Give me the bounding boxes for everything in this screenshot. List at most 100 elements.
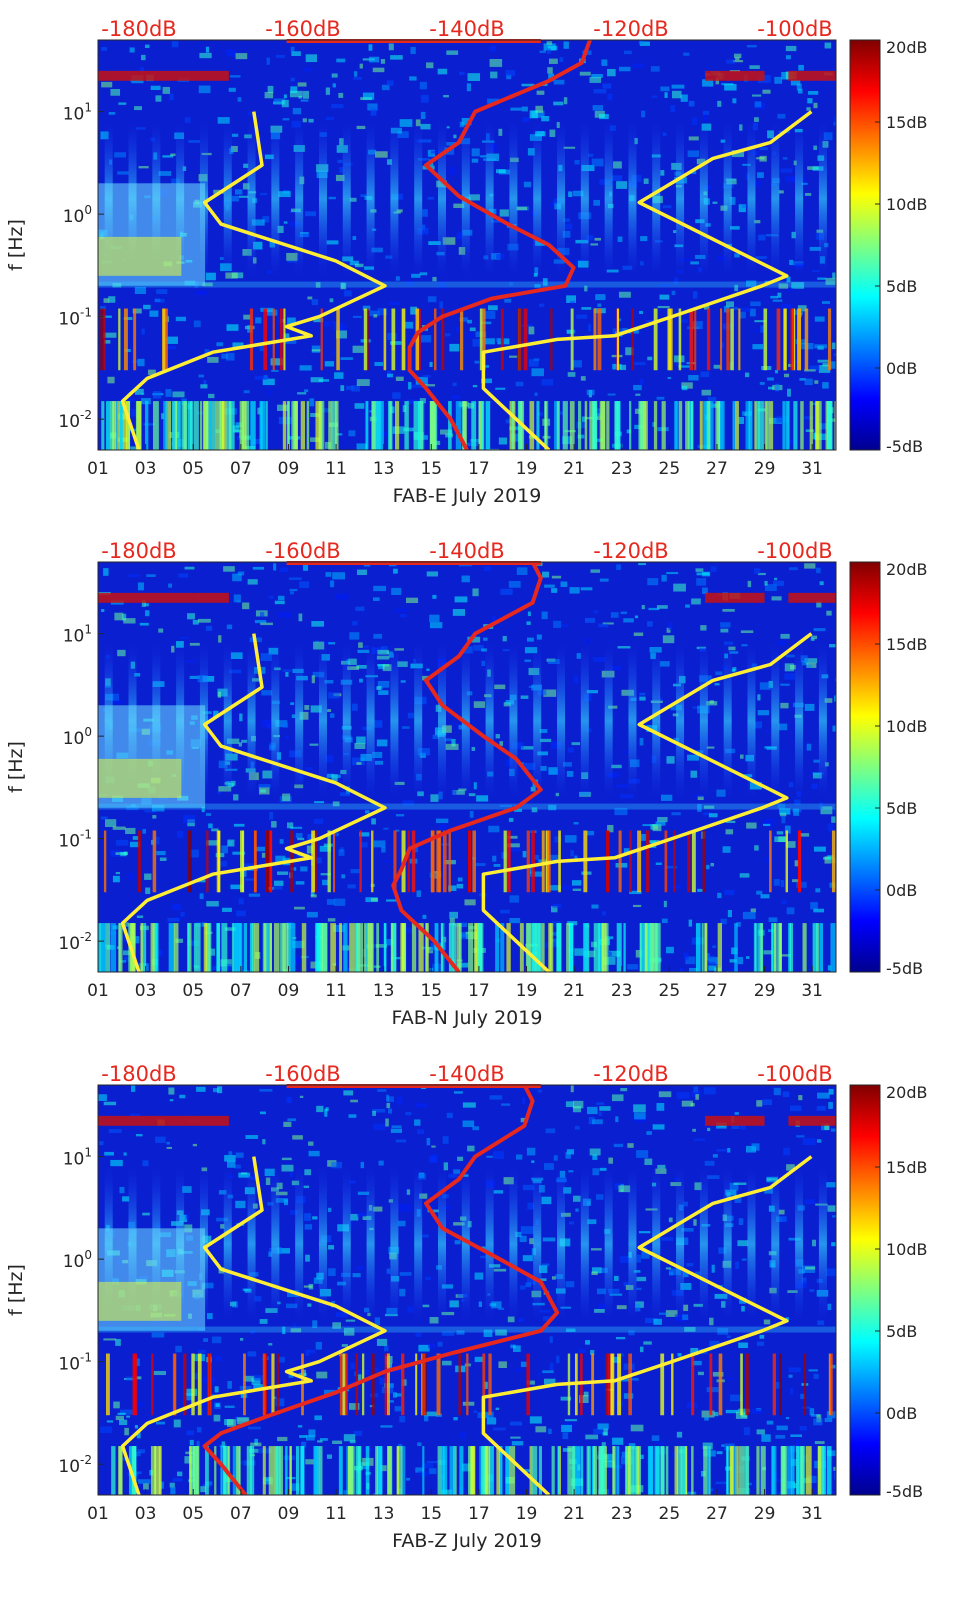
lf-stripe [193,923,197,972]
noise-cell [822,301,830,304]
noise-cell [483,566,491,572]
noise-cell [414,1119,421,1126]
noise-cell [572,1100,584,1109]
noise-cell [136,915,144,919]
noise-cell [549,203,555,207]
noise-cell [712,1154,718,1158]
transient-streak [740,1353,743,1416]
noise-cell [834,353,836,357]
noise-cell [610,1465,623,1469]
noise-cell [271,821,277,828]
lf-stripe [577,401,582,450]
noise-cell [98,1094,107,1101]
noise-cell [242,602,250,610]
noise-cell [437,68,448,75]
noise-cell [619,1379,630,1382]
noise-cell [205,625,213,631]
noise-cell [491,1301,502,1309]
noise-cell [799,378,806,381]
noise-cell [820,971,830,972]
lf-stripe [556,923,562,972]
noise-cell [746,822,757,829]
transient-streak [407,830,411,893]
noise-cell [583,1391,589,1397]
noise-cell [152,391,162,399]
transient-streak [593,308,597,371]
noise-cell [566,1149,575,1155]
noise-cell [639,41,650,46]
noise-cell [419,398,426,404]
noise-cell [516,206,528,211]
noise-cell [565,1281,575,1288]
noise-level-curve [407,40,592,450]
noise-cell [100,315,112,318]
noise-cell [499,209,509,217]
noise-cell [679,968,684,972]
noise-cell [108,296,116,303]
noise-cell [704,1417,709,1421]
noise-cell [289,588,298,592]
noise-cell [778,283,789,289]
noise-cell [372,67,385,73]
x-tick-label: 15 [420,981,442,1001]
noise-cell [801,177,807,183]
lf-stripe [616,923,622,972]
lf-stripe [477,923,482,972]
noise-cell [304,67,312,72]
lf-stripe [452,923,457,972]
lf-stripe [200,401,203,450]
noise-cell [147,369,156,375]
noise-cell [798,64,804,71]
noise-cell [774,76,783,84]
noise-cell [739,124,743,131]
noise-cell [756,1341,765,1346]
lf-stripe [233,923,236,972]
noise-cell [757,710,770,716]
lf-stripe [130,923,136,972]
noise-cell [529,110,538,119]
activity-band [295,121,304,276]
noise-cell [115,1338,121,1346]
noise-cell [129,47,135,53]
lf-stripe [734,923,738,972]
x-tick-label: 05 [182,981,204,1001]
noise-cell [782,1178,788,1182]
noise-cell [184,566,195,570]
noise-cell [235,53,248,60]
noise-cell [131,1085,136,1092]
noise-cell [283,94,287,99]
noise-cell [297,392,307,395]
noise-cell [166,1141,170,1145]
noise-cell [726,59,735,64]
noise-cell [833,116,836,123]
noise-cell [802,1406,811,1409]
noise-cell [595,294,606,301]
noise-cell [601,59,608,66]
noise-cell [831,816,836,823]
lf-stripe [116,401,121,450]
noise-cell [284,333,290,341]
activity-band [604,643,613,798]
noise-cell [251,219,265,226]
noise-cell [219,257,224,260]
transient-streak [271,1353,275,1416]
noise-cell [784,373,790,378]
noise-cell [187,613,195,620]
lf-stripe [478,401,484,450]
noise-cell [406,1189,411,1195]
noise-cell [276,871,289,875]
noise-cell [696,578,707,586]
noise-cell [266,57,270,65]
activity-band [366,643,375,798]
lf-stripe [328,401,333,450]
noise-cell [767,130,774,139]
warm-region [98,236,182,276]
noise-cell [353,76,362,80]
noise-cell [494,684,506,690]
noise-cell [489,1095,503,1100]
noise-cell [166,336,178,344]
lf-stripe [484,1446,491,1495]
noise-cell [618,1185,631,1193]
lf-stripe [773,923,777,972]
noise-cell [182,166,187,172]
